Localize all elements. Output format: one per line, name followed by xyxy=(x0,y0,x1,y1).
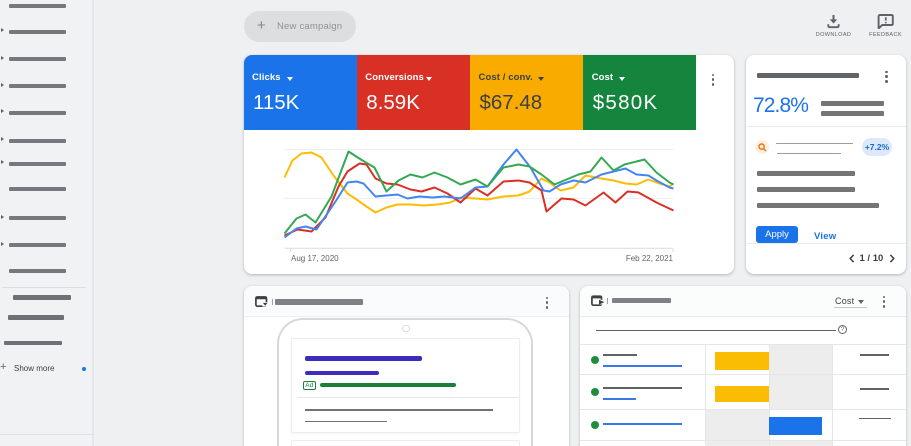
svg-text:Aug 17, 2020: Aug 17, 2020 xyxy=(291,254,339,263)
svg-text:Feb 22, 2021: Feb 22, 2021 xyxy=(625,254,673,263)
